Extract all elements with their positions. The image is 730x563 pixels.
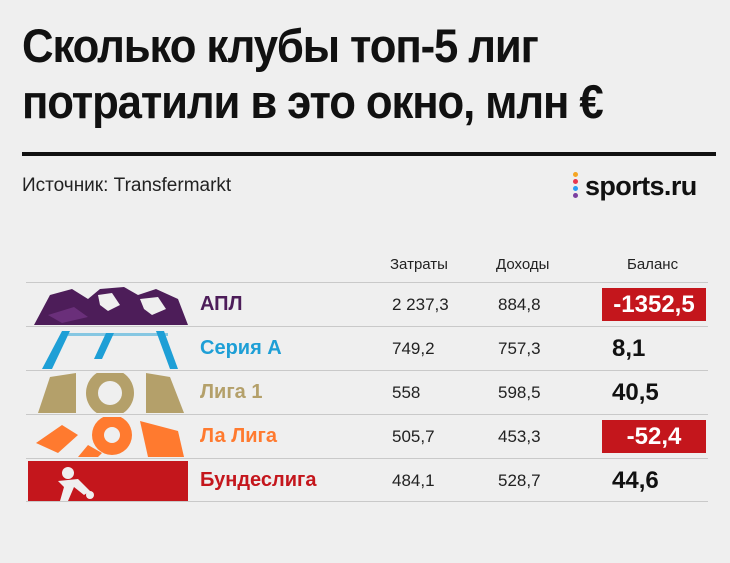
column-header-balance: Баланс	[627, 256, 679, 273]
logo-dots-icon	[573, 172, 579, 200]
column-header-income: Доходы	[496, 256, 550, 273]
balance-value: -1352,5	[602, 288, 706, 321]
ligue-1-logo-icon	[28, 373, 190, 413]
income-value: 598,5	[498, 383, 541, 402]
table-row: Лига 1 558 598,5 40,5	[26, 370, 708, 414]
spend-value: 749,2	[392, 339, 435, 358]
balance-value: -52,4	[602, 420, 706, 453]
table-row: Бундеслига 484,1 528,7 44,6	[26, 458, 708, 502]
balance-value: 8,1	[612, 335, 646, 362]
table-row: АПЛ 2 237,3 884,8 -1352,5	[26, 282, 708, 326]
league-name: Ла Лига	[200, 425, 277, 447]
league-name: Бундеслига	[200, 469, 317, 491]
league-name: Лига 1	[200, 381, 263, 403]
source-note: Источник: Transfermarkt	[22, 175, 232, 196]
serie-a-logo-icon	[28, 329, 190, 369]
column-header-spend: Затраты	[390, 256, 448, 273]
chart-title: Сколько клубы топ-5 лиг потратили в это …	[22, 18, 664, 130]
bundesliga-player-icon	[28, 461, 190, 501]
title-rule	[22, 152, 716, 156]
logo-text: sports.ru	[585, 170, 697, 201]
spend-value: 484,1	[392, 471, 435, 490]
la-liga-ball-icon	[28, 417, 190, 457]
premier-league-lion-icon	[28, 285, 190, 325]
league-name: АПЛ	[200, 293, 243, 315]
income-value: 453,3	[498, 427, 541, 446]
spend-value: 558	[392, 383, 421, 402]
income-value: 528,7	[498, 471, 541, 490]
title-line-2: потратили в это окно, млн €	[22, 75, 604, 128]
league-name: Серия А	[200, 337, 282, 359]
balance-value: 40,5	[612, 379, 659, 406]
sports-ru-logo: sports.ru	[573, 170, 697, 202]
title-line-1: Сколько клубы топ-5 лиг	[22, 19, 539, 72]
table-row: Серия А 749,2 757,3 8,1	[26, 326, 708, 370]
spend-value: 2 237,3	[392, 295, 449, 314]
spend-value: 505,7	[392, 427, 435, 446]
income-value: 757,3	[498, 339, 541, 358]
income-value: 884,8	[498, 295, 541, 314]
balance-value: 44,6	[612, 467, 659, 494]
table-row: Ла Лига 505,7 453,3 -52,4	[26, 414, 708, 458]
